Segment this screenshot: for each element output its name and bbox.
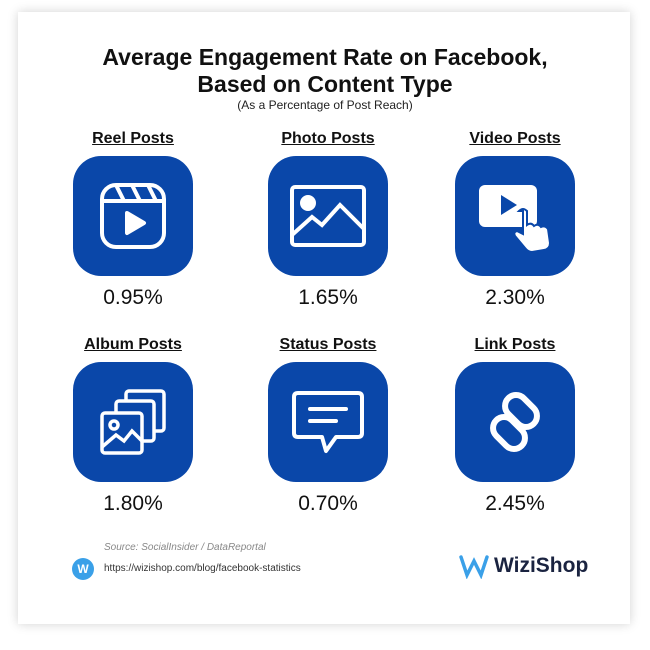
source-note: Source: SocialInsider / DataReportal — [104, 542, 266, 553]
wizishop-small-logo-icon: W — [72, 558, 94, 580]
title-line-2: Based on Content Type — [197, 71, 453, 97]
item-value: 1.80% — [103, 492, 163, 515]
video-click-icon — [455, 156, 575, 276]
link-chain-icon — [455, 362, 575, 482]
wizishop-logo-icon — [459, 555, 489, 579]
item-photo-posts: Photo Posts 1.65% — [238, 130, 418, 310]
item-status-posts: Status Posts 0.70% — [238, 336, 418, 516]
item-album-posts: Album Posts 1.80% — [43, 336, 223, 516]
source-url: https://wizishop.com/blog/facebook-stati… — [104, 563, 301, 574]
brand-name: WiziShop — [494, 554, 589, 577]
item-value: 0.70% — [298, 492, 358, 515]
album-icon — [73, 362, 193, 482]
item-label: Album Posts — [84, 336, 182, 353]
item-label: Status Posts — [279, 336, 377, 353]
item-reel-posts: Reel Posts 0.95% — [43, 130, 223, 310]
item-value: 2.30% — [485, 286, 545, 309]
photo-icon — [268, 156, 388, 276]
infographic-card — [18, 12, 630, 624]
item-label: Video Posts — [469, 130, 561, 147]
item-video-posts: Video Posts 2.30% — [425, 130, 605, 310]
reels-icon — [73, 156, 193, 276]
item-label: Reel Posts — [92, 130, 174, 147]
item-label: Photo Posts — [281, 130, 375, 147]
item-link-posts: Link Posts 2.45% — [425, 336, 605, 516]
item-value: 1.65% — [298, 286, 358, 309]
brand-logo: WiziShop — [458, 553, 588, 579]
item-value: 2.45% — [485, 492, 545, 515]
item-value: 0.95% — [103, 286, 163, 309]
chart-title: Average Engagement Rate on Facebook, Base… — [0, 44, 650, 98]
status-message-icon — [268, 362, 388, 482]
item-label: Link Posts — [474, 336, 556, 353]
title-line-1: Average Engagement Rate on Facebook, — [102, 44, 548, 70]
chart-subtitle: (As a Percentage of Post Reach) — [237, 98, 413, 112]
